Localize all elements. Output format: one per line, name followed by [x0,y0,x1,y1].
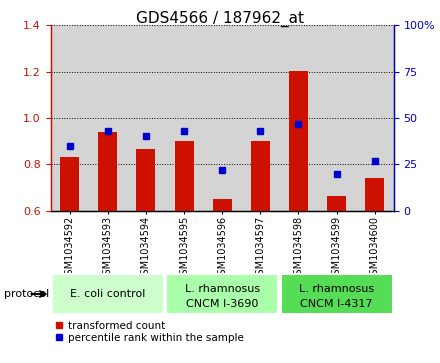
Bar [127,25,165,211]
Bar [318,25,356,211]
Text: E. coli control: E. coli control [70,289,146,299]
Bar [281,274,392,314]
Bar [213,199,232,211]
Bar [51,25,89,211]
Text: L. rhamnosus: L. rhamnosus [299,284,374,294]
Bar [165,25,203,211]
Bar [327,196,346,211]
Bar [60,157,79,211]
Bar [98,132,117,211]
Bar [136,148,155,211]
Text: GDS4566 / 187962_at: GDS4566 / 187962_at [136,11,304,27]
Bar [166,274,278,314]
Bar [241,25,279,211]
Text: protocol: protocol [4,289,50,299]
Bar [175,141,194,211]
Legend: transformed count, percentile rank within the sample: transformed count, percentile rank withi… [56,321,244,343]
Bar [356,25,394,211]
Bar [365,178,384,211]
Bar [52,274,164,314]
Bar [203,25,241,211]
Text: CNCM I-3690: CNCM I-3690 [186,299,258,309]
Text: CNCM I-4317: CNCM I-4317 [301,299,373,309]
Bar [279,25,318,211]
Bar [251,141,270,211]
Bar [89,25,127,211]
Bar [289,71,308,211]
Text: L. rhamnosus: L. rhamnosus [185,284,260,294]
